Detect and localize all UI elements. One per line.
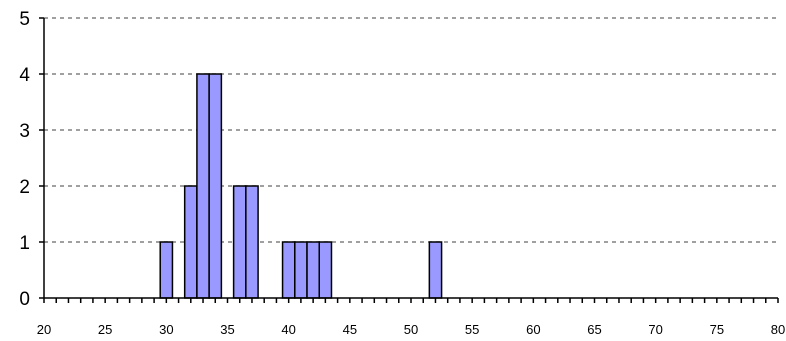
x-tick-label-40: 40 xyxy=(281,322,295,337)
bar-52 xyxy=(428,241,443,299)
x-tick-label-70: 70 xyxy=(648,322,662,337)
bar-30 xyxy=(159,241,174,299)
y-tick-label-2: 2 xyxy=(19,177,30,198)
bar-43 xyxy=(318,241,333,299)
x-axis-ticks: 20 25 30 35 40 45 50 55 60 65 70 75 80 xyxy=(37,322,785,337)
x-tick-label-60: 60 xyxy=(526,322,540,337)
x-tick-label-35: 35 xyxy=(220,322,234,337)
bar-32 xyxy=(183,185,198,299)
bar-40 xyxy=(281,241,296,299)
bar-37 xyxy=(245,185,259,299)
x-tick-label-65: 65 xyxy=(587,322,601,337)
y-axis-ticks: 0 1 2 3 4 5 xyxy=(19,9,30,310)
y-tick-label-3: 3 xyxy=(19,121,30,142)
bar-36 xyxy=(232,185,247,299)
y-tick-label-4: 4 xyxy=(19,65,30,86)
x-tick-label-80: 80 xyxy=(771,322,785,337)
x-tick-label-30: 30 xyxy=(159,322,173,337)
x-tick-label-45: 45 xyxy=(343,322,357,337)
bars xyxy=(159,73,443,299)
y-tick-label-1: 1 xyxy=(19,233,30,254)
axes xyxy=(39,17,779,303)
bar-41 xyxy=(294,241,308,299)
x-tick-label-50: 50 xyxy=(404,322,418,337)
x-tick-label-25: 25 xyxy=(98,322,112,337)
bar-42 xyxy=(306,241,320,299)
bar-33 xyxy=(196,73,210,299)
x-tick-label-75: 75 xyxy=(710,322,724,337)
x-tick-label-20: 20 xyxy=(37,322,51,337)
x-tick-label-55: 55 xyxy=(465,322,479,337)
bar-34 xyxy=(208,73,223,299)
y-tick-label-0: 0 xyxy=(19,289,30,310)
y-tick-label-5: 5 xyxy=(19,9,30,30)
gridlines xyxy=(44,17,778,243)
